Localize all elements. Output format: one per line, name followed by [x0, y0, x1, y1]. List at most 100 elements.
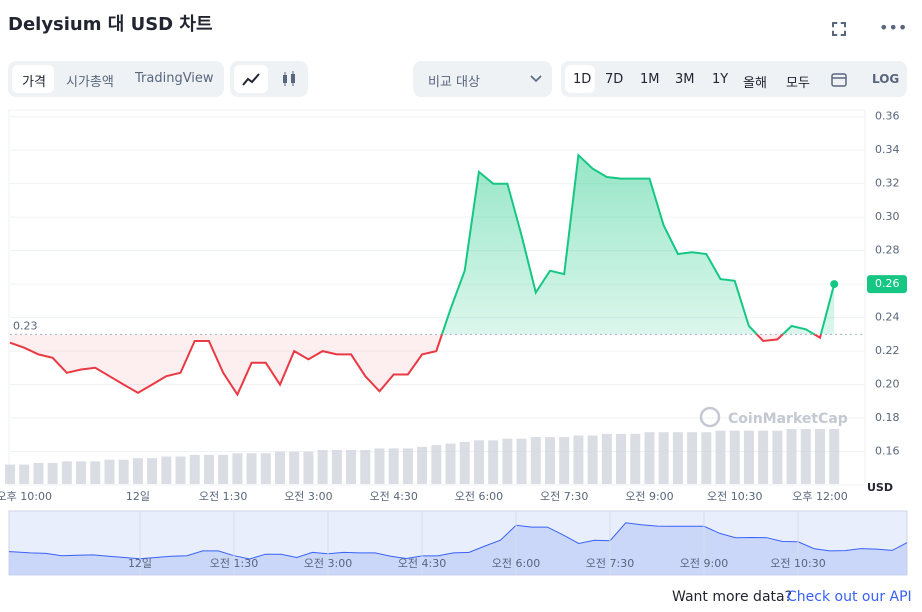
- volume-bar: [132, 458, 143, 484]
- range-btn[interactable]: 1Y: [712, 72, 729, 87]
- fullscreen-icon[interactable]: [832, 22, 846, 36]
- volume-bar: [346, 450, 357, 484]
- volume-bar: [402, 448, 413, 484]
- volume-bar: [473, 440, 484, 484]
- volume-bar: [431, 445, 442, 484]
- volume-bar: [161, 456, 172, 484]
- y-tick-label: 0.18: [875, 411, 900, 424]
- range-btn[interactable]: 1M: [640, 72, 660, 87]
- y-tick-label: 0.20: [875, 378, 900, 391]
- last-price-label: 0.26: [875, 277, 900, 290]
- volume-bar: [289, 451, 300, 484]
- volume-bar: [687, 432, 698, 484]
- navigator-label: 오전 10:30: [770, 557, 825, 570]
- x-tick-label: 오후 10:00: [0, 490, 52, 503]
- volume-bar: [61, 461, 72, 484]
- price-line-down: [9, 334, 822, 397]
- x-tick-label: 오전 7:30: [540, 490, 588, 503]
- y-tick-label: 0.32: [875, 177, 900, 190]
- volume-bar: [488, 440, 499, 484]
- volume-bar: [587, 435, 598, 484]
- y-unit: USD: [867, 481, 893, 494]
- x-tick-label: 오전 3:00: [284, 490, 332, 503]
- y-tick-label: 0.24: [875, 311, 900, 324]
- tab[interactable]: TradingView: [135, 71, 214, 86]
- volume-bar: [246, 453, 257, 484]
- candle-icon[interactable]: [280, 70, 298, 88]
- volume-bar: [360, 450, 371, 484]
- price-area-up: [10, 155, 835, 335]
- volume-bar: [90, 461, 101, 484]
- volume-bar: [545, 437, 555, 484]
- volume-bar: [260, 453, 271, 484]
- range-btn[interactable]: 7D: [605, 72, 624, 87]
- last-price-tag: [867, 275, 907, 294]
- volume-bar: [729, 430, 740, 484]
- y-tick-label: 0.30: [875, 210, 900, 223]
- x-tick-label: 오후 12:00: [792, 490, 847, 503]
- volume-bar: [644, 432, 655, 484]
- range-btn[interactable]: 1D: [573, 72, 592, 87]
- volume-bar: [630, 433, 641, 484]
- last-price-dot: [830, 280, 839, 289]
- chevron: [530, 75, 542, 83]
- volume-bar: [331, 450, 342, 484]
- log-btn[interactable]: LOG: [872, 72, 900, 86]
- volume-bar: [232, 453, 243, 484]
- volume-bar: [786, 429, 797, 484]
- line-icon: [242, 73, 260, 86]
- title: Delysium 대 USD 차트: [8, 14, 213, 35]
- volume-bar: [104, 459, 115, 484]
- watermark: CoinMarketCap: [728, 411, 848, 427]
- volume-bar: [374, 448, 385, 484]
- y-tick-label: 0.34: [875, 143, 900, 156]
- range-group: [561, 61, 907, 97]
- y-tick-label: 0.36: [875, 110, 900, 123]
- line-btn[interactable]: [234, 65, 268, 93]
- volume-bar: [502, 438, 513, 484]
- range-btn[interactable]: 올해: [743, 76, 767, 91]
- tab[interactable]: 가격: [22, 75, 46, 90]
- volume-bar: [530, 437, 541, 484]
- api-link[interactable]: Check out our API: [787, 589, 912, 605]
- volume-bar: [19, 464, 30, 484]
- volume-bar: [189, 454, 200, 484]
- volume-bar: [47, 462, 58, 484]
- more-icon[interactable]: •••: [879, 18, 908, 37]
- navigator-line: [9, 522, 907, 560]
- volume-bar: [147, 458, 158, 484]
- volume-bar: [715, 430, 726, 484]
- volume-bar: [175, 456, 186, 484]
- compare-label: 비교 대상: [428, 75, 480, 90]
- volume-bar: [218, 454, 229, 484]
- navigator-label: 12일: [128, 556, 152, 570]
- range-btn[interactable]: 3M: [675, 72, 695, 87]
- volume-bar: [33, 462, 44, 484]
- volume-bar: [275, 451, 285, 484]
- navigator-label: 오전 7:30: [586, 557, 634, 570]
- y-tick-label: 0.28: [875, 244, 900, 257]
- tab-active: [12, 65, 54, 93]
- volume-bar: [445, 443, 456, 484]
- volume-bar: [743, 430, 754, 484]
- navigator-label: 오전 1:30: [210, 557, 258, 570]
- volume-bar: [815, 429, 825, 484]
- volume-bar: [459, 441, 470, 484]
- volume-bar: [203, 454, 214, 484]
- compare-dropdown[interactable]: [413, 61, 552, 97]
- navigator-label: 오전 6:00: [492, 557, 540, 570]
- tab[interactable]: 시가총액: [66, 75, 114, 90]
- calendar-icon[interactable]: [831, 71, 847, 87]
- navigator-label: 오전 3:00: [304, 557, 352, 570]
- volume-bar: [76, 461, 87, 484]
- volume-bar: [417, 446, 428, 484]
- chart: 0.16 0.18 0.20 0.22 0.24 0.26 0.28 0.30 0.32 0.34…: [0, 109, 908, 576]
- x-tick-label: 오전 9:00: [625, 490, 673, 503]
- navigator-label: 오전 4:30: [398, 557, 446, 570]
- range-btn[interactable]: 모두: [786, 76, 810, 91]
- volume-bar: [601, 433, 612, 484]
- x-tick-label: 12일: [126, 489, 150, 503]
- navigator-label: 오전 9:00: [680, 557, 728, 570]
- volume-bar: [317, 450, 328, 484]
